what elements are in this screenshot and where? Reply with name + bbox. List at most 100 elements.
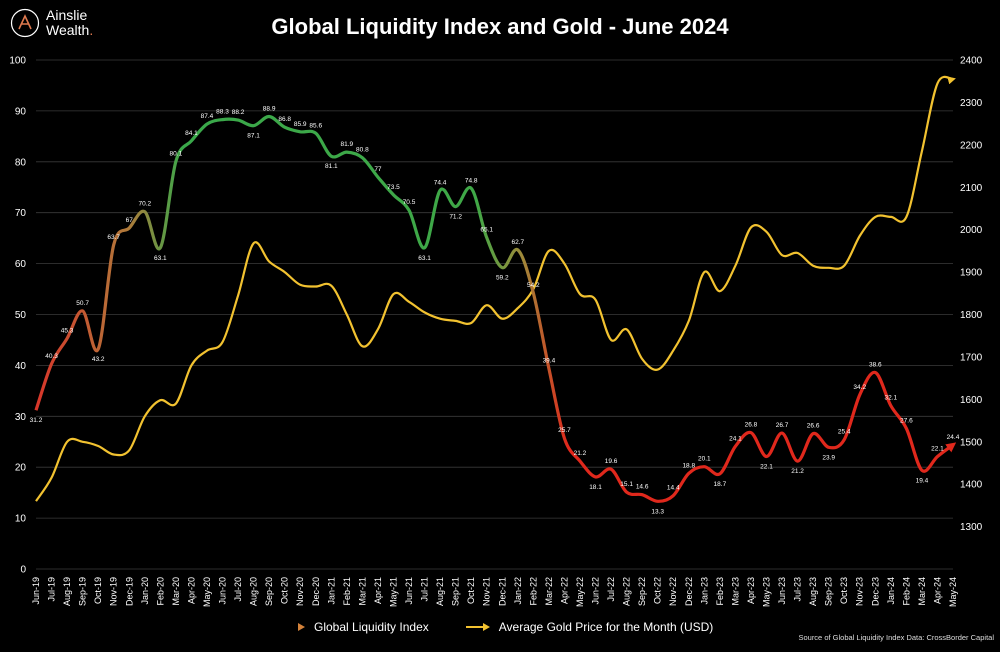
gli-data-label: 24.4 — [947, 434, 960, 441]
right-tick-label: 2300 — [960, 98, 983, 109]
gli-data-label: 67 — [126, 217, 134, 224]
gli-data-label: 40.3 — [45, 353, 58, 360]
x-tick-label: Apr-21 — [373, 577, 383, 604]
gli-data-label: 32.1 — [885, 395, 898, 402]
right-tick-label: 1600 — [960, 395, 983, 406]
x-tick-label: Nov-21 — [482, 577, 492, 606]
gli-data-label: 84.1 — [185, 130, 198, 137]
x-tick-label: Sep-19 — [78, 577, 88, 606]
gli-data-label: 85.6 — [309, 122, 322, 129]
gli-data-label: 38.6 — [869, 362, 882, 369]
gli-data-label: 85.9 — [294, 121, 307, 128]
x-tick-label: Oct-22 — [653, 577, 663, 604]
gli-data-label: 27.6 — [900, 418, 913, 425]
gli-data-label: 20.1 — [698, 456, 711, 463]
x-tick-label: Jul-21 — [420, 577, 430, 602]
legend: Global Liquidity Index Average Gold Pric… — [280, 620, 749, 634]
legend-gold-label: Average Gold Price for the Month (USD) — [498, 620, 714, 634]
x-tick-label: Oct-21 — [466, 577, 476, 604]
left-tick-label: 70 — [15, 208, 27, 219]
x-tick-label: Jul-20 — [233, 577, 243, 602]
gli-data-label: 74.8 — [465, 177, 478, 184]
gli-data-label: 81.9 — [341, 141, 354, 148]
x-tick-label: Jun-19 — [31, 577, 41, 605]
gli-data-label: 19.6 — [605, 458, 618, 465]
gli-data-label: 31.2 — [30, 417, 43, 424]
x-tick-label: May-22 — [575, 577, 585, 607]
x-tick-label: Dec-19 — [124, 577, 134, 606]
legend-item-gold: Average Gold Price for the Month (USD) — [465, 620, 714, 634]
x-tick-label: May-21 — [388, 577, 398, 607]
x-axis: Jun-19 Jul-19 Aug-19 Sep-19 Oct-19 Nov-19 Dec-… — [31, 577, 958, 607]
gli-data-label: 71.2 — [449, 214, 462, 221]
x-tick-label: Jul-22 — [606, 577, 616, 602]
right-tick-label: 1700 — [960, 352, 983, 363]
gli-data-label: 87.1 — [247, 133, 260, 140]
x-tick-label: Feb-24 — [901, 577, 911, 606]
x-tick-label: Nov-20 — [295, 577, 305, 606]
right-tick-label: 2000 — [960, 225, 983, 236]
gli-data-labels: 31.2 40.3 45.3 50.7 43.2 63.7 67 70.2 63.1 80.1 84… — [30, 105, 960, 515]
gli-data-label: 54.2 — [527, 282, 540, 289]
x-tick-label: Mar-22 — [544, 577, 554, 606]
left-tick-label: 100 — [9, 56, 26, 67]
right-tick-label: 2400 — [960, 56, 983, 67]
gli-data-label: 73.5 — [387, 184, 400, 191]
left-tick-label: 60 — [15, 259, 27, 270]
gli-data-label: 18.1 — [589, 484, 602, 491]
gli-data-label: 14.6 — [636, 484, 649, 491]
right-tick-label: 1400 — [960, 480, 983, 491]
x-tick-label: Jan-24 — [886, 577, 896, 605]
gli-data-label: 88.9 — [263, 105, 276, 112]
x-tick-label: Mar-21 — [357, 577, 367, 606]
x-tick-label: Jun-22 — [591, 577, 601, 605]
gli-data-label: 23.9 — [822, 454, 835, 461]
x-tick-label: Nov-23 — [855, 577, 865, 606]
brand-name: Ainslie Wealth. — [46, 8, 93, 38]
gli-data-label: 22.1 — [931, 446, 944, 453]
gli-data-label: 19.4 — [916, 477, 929, 484]
grid-layer — [36, 59, 953, 570]
x-tick-label: Aug-19 — [62, 577, 72, 606]
x-tick-label: Apr-20 — [186, 577, 196, 604]
gli-data-label: 25.4 — [838, 429, 851, 436]
x-tick-label: Jul-19 — [47, 577, 57, 602]
gli-data-label: 74.4 — [434, 179, 447, 186]
gli-data-label: 87.4 — [201, 113, 214, 120]
x-tick-label: Oct-23 — [839, 577, 849, 604]
x-tick-label: Oct-20 — [280, 577, 290, 604]
gli-data-label: 70.5 — [403, 199, 416, 206]
gli-data-label: 45.3 — [61, 327, 74, 334]
legend-item-gli: Global Liquidity Index — [280, 620, 429, 634]
gli-data-label: 63.7 — [107, 234, 120, 241]
x-tick-label: Mar-20 — [171, 577, 181, 606]
x-tick-label: Mar-23 — [730, 577, 740, 606]
gli-data-label: 13.3 — [651, 508, 664, 515]
right-axis: 1300 1400 1500 1600 1700 1800 1900 2000 2100 2200… — [960, 56, 983, 534]
gli-data-label: 21.2 — [791, 468, 804, 475]
gli-data-label: 65.1 — [480, 227, 493, 234]
x-tick-label: Mar-24 — [917, 577, 927, 606]
x-tick-label: Aug-21 — [435, 577, 445, 606]
x-tick-label: Aug-22 — [622, 577, 632, 606]
x-tick-label: Dec-21 — [497, 577, 507, 606]
gli-data-label: 34.2 — [853, 384, 866, 391]
source-note: Source of Global Liquidity Index Data: C… — [798, 633, 994, 642]
chart-title: Global Liquidity Index and Gold - June 2… — [271, 14, 729, 39]
x-tick-label: Jan-23 — [699, 577, 709, 605]
x-tick-label: Feb-21 — [342, 577, 352, 606]
brand-logo: Ainslie Wealth. — [10, 8, 93, 38]
left-tick-label: 0 — [20, 565, 26, 576]
global-liquidity-line — [34, 114, 957, 503]
brand-dot: . — [89, 22, 94, 38]
gli-data-label: 86.8 — [278, 116, 291, 123]
left-tick-label: 20 — [15, 463, 27, 474]
gli-data-label: 18.8 — [682, 462, 695, 469]
left-tick-label: 80 — [15, 157, 27, 168]
x-tick-label: Dec-23 — [870, 577, 880, 606]
right-tick-label: 1800 — [960, 310, 983, 321]
x-tick-label: May-20 — [202, 577, 212, 607]
gli-data-label: 63.1 — [418, 255, 431, 262]
gli-data-label: 26.6 — [807, 423, 820, 430]
brand-name-line2: Wealth — [46, 22, 90, 38]
